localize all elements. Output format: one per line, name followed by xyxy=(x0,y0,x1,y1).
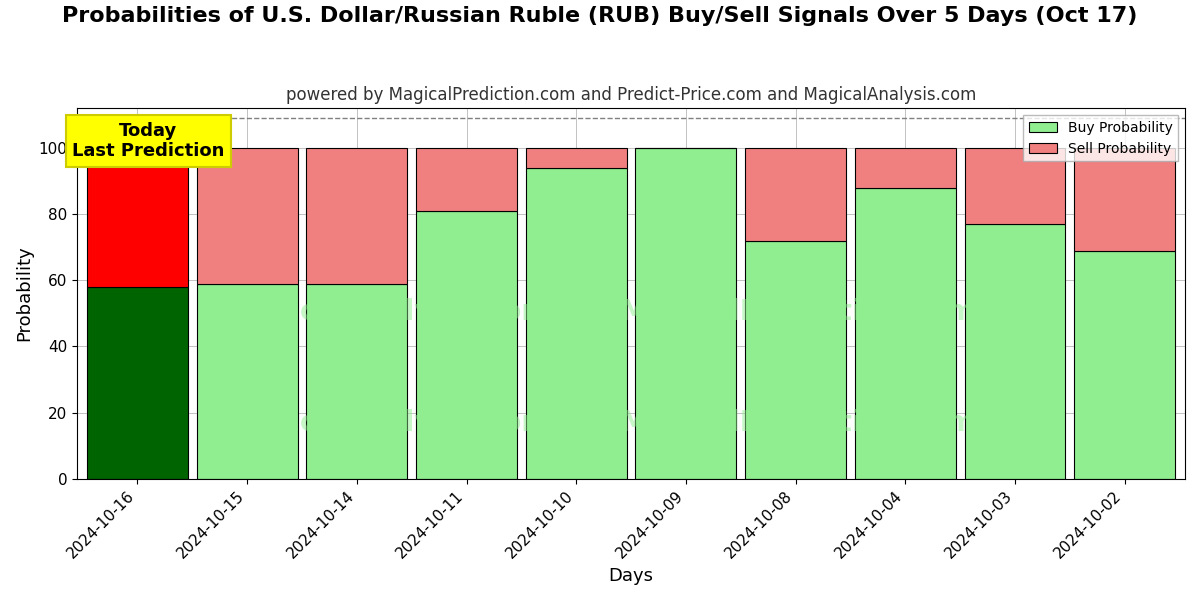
Bar xyxy=(197,148,298,284)
Text: Probabilities of U.S. Dollar/Russian Ruble (RUB) Buy/Sell Signals Over 5 Days (O: Probabilities of U.S. Dollar/Russian Rub… xyxy=(62,6,1138,26)
Bar xyxy=(1074,148,1175,251)
Bar xyxy=(416,148,517,211)
Bar xyxy=(88,148,188,287)
Text: Today
Last Prediction: Today Last Prediction xyxy=(72,122,224,160)
Bar xyxy=(416,211,517,479)
Bar xyxy=(1074,251,1175,479)
Title: powered by MagicalPrediction.com and Predict-Price.com and MagicalAnalysis.com: powered by MagicalPrediction.com and Pre… xyxy=(286,86,977,104)
Bar xyxy=(306,284,407,479)
Text: MagicalAnalysis.com: MagicalAnalysis.com xyxy=(224,409,551,437)
Bar xyxy=(965,224,1066,479)
Bar xyxy=(745,148,846,241)
Text: MagicalPrediction.com: MagicalPrediction.com xyxy=(619,298,976,326)
X-axis label: Days: Days xyxy=(608,567,654,585)
Text: MagicalAnalysis.com: MagicalAnalysis.com xyxy=(224,298,551,326)
Bar xyxy=(745,241,846,479)
Bar xyxy=(197,284,298,479)
Legend: Buy Probability, Sell Probability: Buy Probability, Sell Probability xyxy=(1024,115,1178,161)
Y-axis label: Probability: Probability xyxy=(14,245,32,341)
Bar xyxy=(636,148,737,479)
Bar xyxy=(854,148,955,188)
Text: MagicalPrediction.com: MagicalPrediction.com xyxy=(619,409,976,437)
Bar xyxy=(306,148,407,284)
Bar xyxy=(526,148,626,168)
Bar xyxy=(854,188,955,479)
Bar xyxy=(526,168,626,479)
Bar xyxy=(965,148,1066,224)
Bar xyxy=(88,287,188,479)
